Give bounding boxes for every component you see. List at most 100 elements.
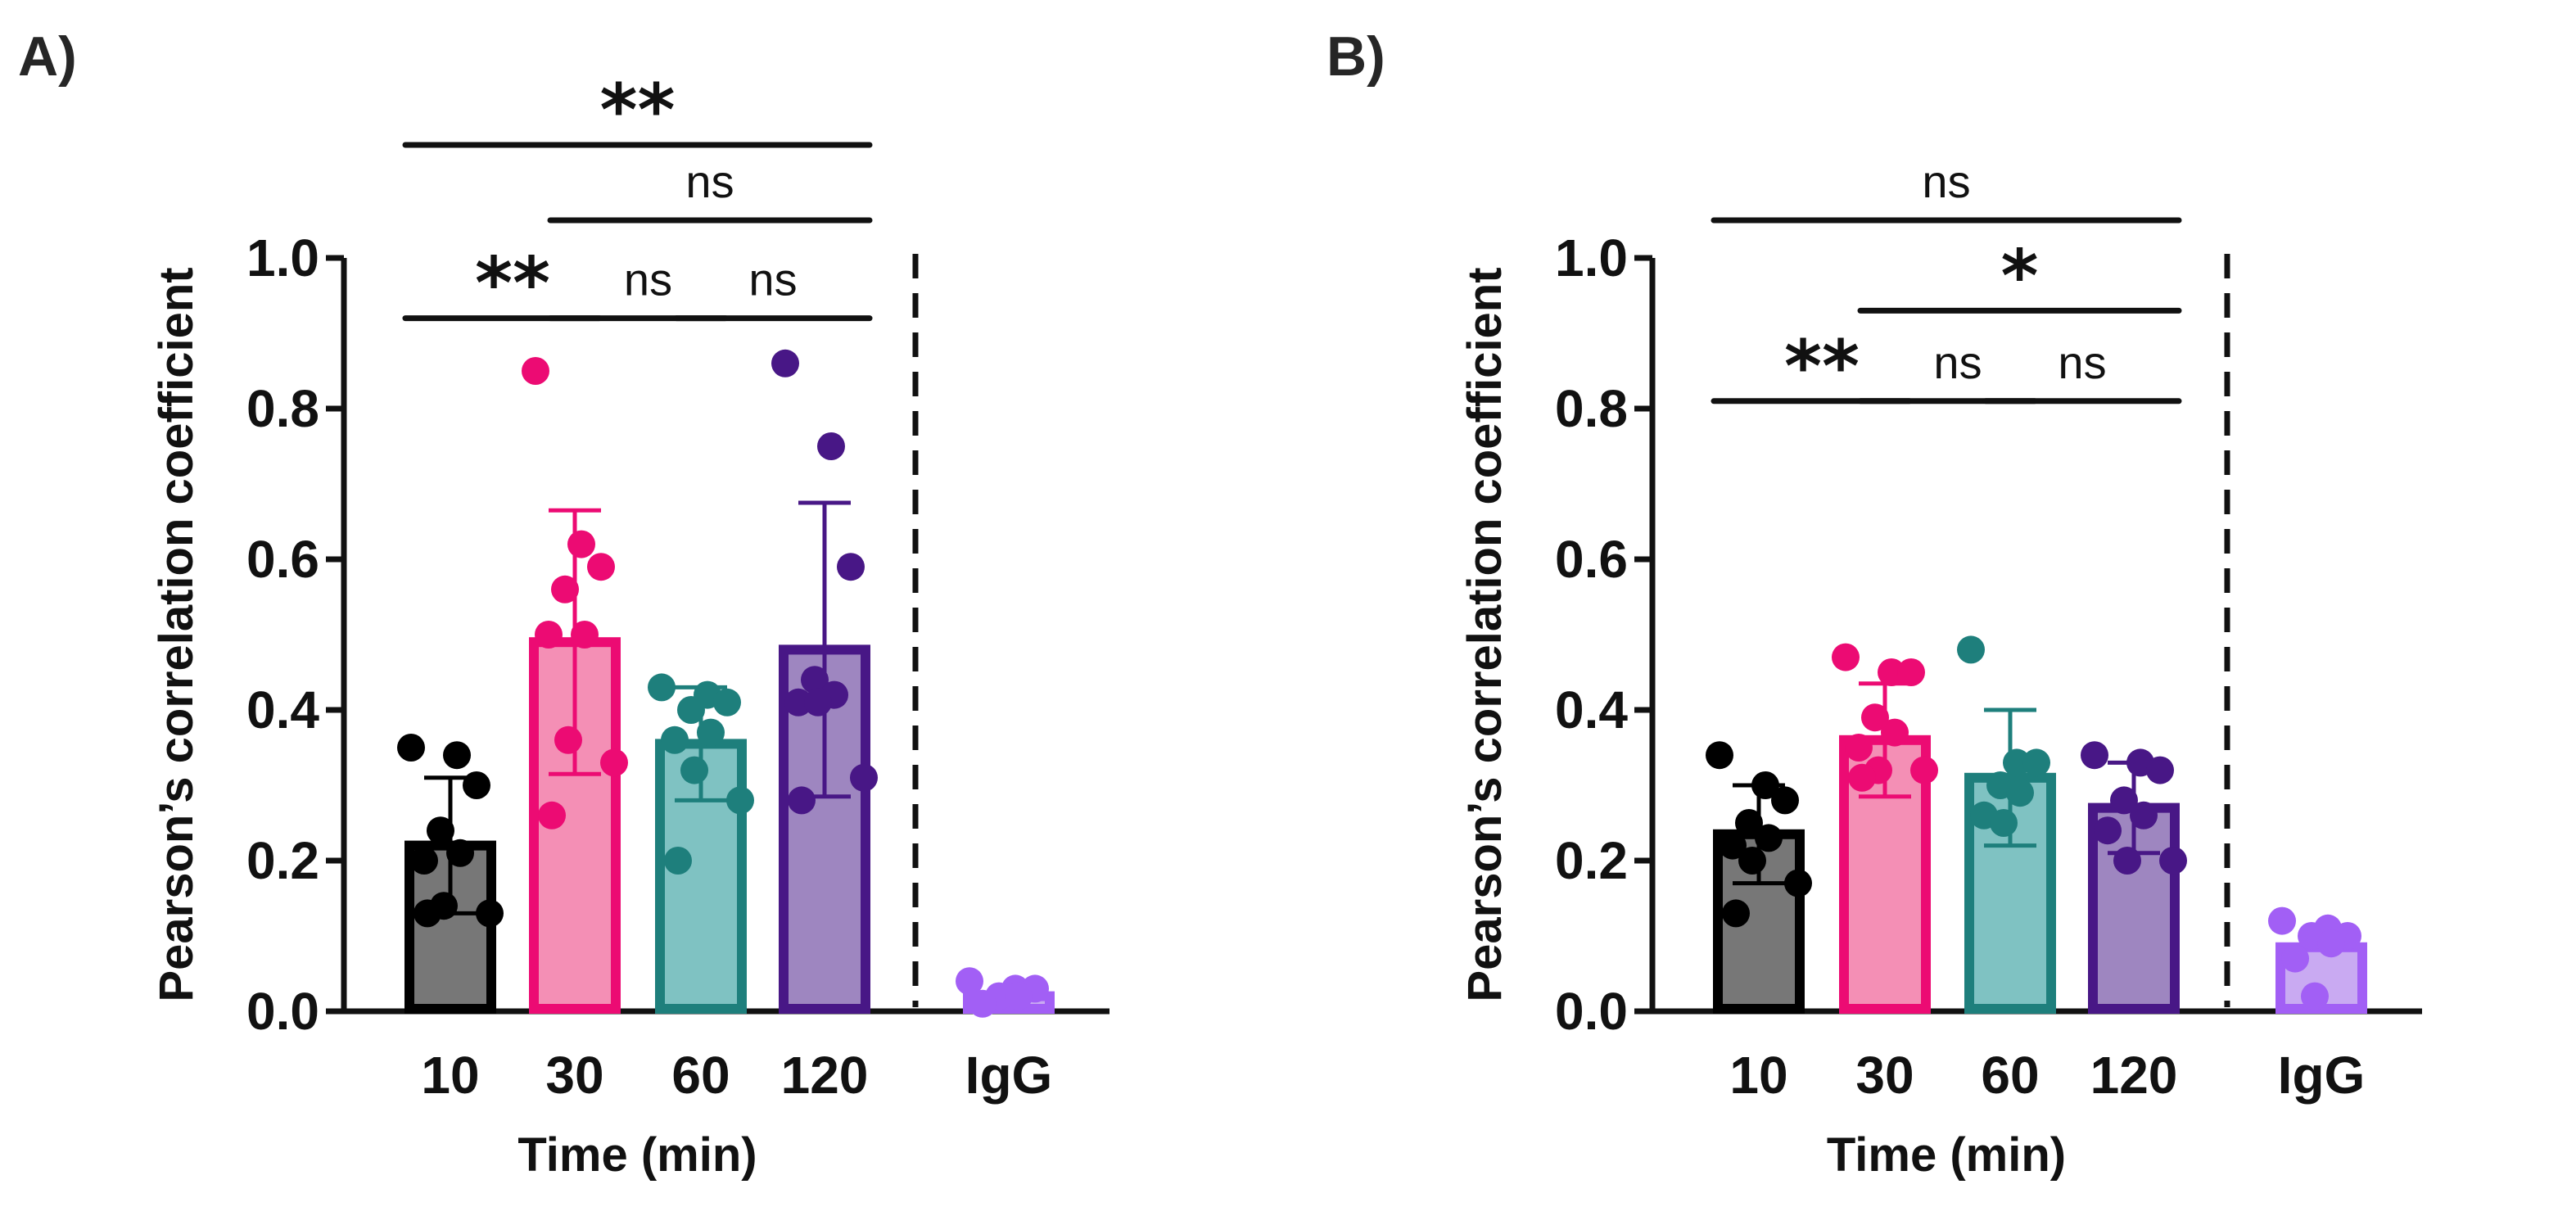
data-point-60 xyxy=(2003,748,2031,777)
data-point-120 xyxy=(2081,741,2108,770)
data-point-30 xyxy=(535,621,563,649)
data-point-30 xyxy=(1897,658,1925,686)
x-axis-title: Time (min) xyxy=(1827,1128,2066,1182)
data-point-10 xyxy=(443,741,471,770)
y-tick-label: 0.6 xyxy=(246,530,319,589)
y-tick-label: 0.4 xyxy=(1555,680,1628,739)
data-point-IgG xyxy=(2301,982,2329,1010)
data-point-10 xyxy=(397,734,425,762)
x-tick-label: 120 xyxy=(781,1046,869,1105)
x-tick-label: 30 xyxy=(1855,1046,1914,1105)
data-point-30 xyxy=(1878,658,1905,686)
y-tick-label: 0.8 xyxy=(1555,379,1628,438)
x-tick-label: 60 xyxy=(1981,1046,2039,1105)
data-point-30 xyxy=(1861,703,1889,732)
significance-label: ns xyxy=(624,254,672,305)
significance-label: ** xyxy=(475,242,550,326)
data-point-IgG xyxy=(1005,982,1033,1010)
data-point-10 xyxy=(1722,899,1750,928)
data-point-30 xyxy=(587,553,615,581)
y-tick-label: 0.0 xyxy=(246,982,319,1041)
significance-label: ** xyxy=(1784,324,1860,409)
data-point-30 xyxy=(551,575,579,603)
data-point-120 xyxy=(2113,847,2141,875)
data-point-10 xyxy=(427,816,454,845)
significance-label: ns xyxy=(685,156,734,207)
data-point-120 xyxy=(2146,756,2174,784)
y-tick-label: 0.4 xyxy=(246,680,319,739)
panel-b: B) 0.0 0.2 0.4 0.6 0.8 1.0 Pearson’s correlatio… xyxy=(1326,25,2422,1182)
data-point-10 xyxy=(1735,809,1763,837)
data-point-60 xyxy=(680,756,708,784)
data-point-120 xyxy=(784,688,812,716)
data-point-60 xyxy=(2022,748,2050,777)
data-point-60 xyxy=(1957,635,1985,664)
x-axis-title: Time (min) xyxy=(517,1128,757,1182)
data-point-60 xyxy=(677,696,705,724)
data-point-120 xyxy=(2110,786,2138,815)
data-point-30 xyxy=(567,530,595,558)
data-point-120 xyxy=(2130,801,2158,829)
data-point-10 xyxy=(463,771,490,799)
data-point-30 xyxy=(1848,763,1876,792)
data-point-IgG xyxy=(969,989,997,1018)
x-tick-label: 10 xyxy=(421,1046,479,1105)
significance-label: * xyxy=(2000,233,2038,318)
data-point-120 xyxy=(801,666,829,694)
y-tick-label: 1.0 xyxy=(246,228,319,287)
data-point-60 xyxy=(648,673,676,702)
data-point-120 xyxy=(804,688,832,716)
data-point-120 xyxy=(817,432,845,460)
x-tick-label: 120 xyxy=(2090,1046,2178,1105)
data-point-IgG xyxy=(2268,906,2296,935)
data-point-60 xyxy=(697,718,725,747)
data-point-60 xyxy=(713,688,741,716)
data-point-60 xyxy=(2006,779,2034,807)
data-point-IgG xyxy=(956,967,983,996)
data-point-30 xyxy=(1881,718,1909,747)
data-point-60 xyxy=(664,847,692,875)
data-point-IgG xyxy=(2317,929,2345,958)
data-point-30 xyxy=(1832,643,1860,671)
panel-a: A) 0.0 0.2 0.4 0.6 0.8 1.0 Pearson’s correlatio… xyxy=(18,25,1109,1182)
data-point-10 xyxy=(414,899,441,928)
data-point-10 xyxy=(476,899,504,928)
y-tick-label: 0.2 xyxy=(1555,831,1628,890)
data-point-10 xyxy=(410,847,438,875)
significance-label: ns xyxy=(1922,156,1970,207)
data-point-30 xyxy=(600,748,628,777)
data-point-120 xyxy=(837,553,865,581)
y-tick-label: 0.0 xyxy=(1555,982,1628,1041)
data-point-30 xyxy=(522,357,549,385)
x-tick-label: 30 xyxy=(545,1046,603,1105)
y-axis-title: Pearson’s correlation coefficient xyxy=(1458,267,1512,1001)
data-point-120 xyxy=(850,763,878,792)
significance-label: ns xyxy=(1933,337,1982,388)
y-tick-label: 0.8 xyxy=(246,379,319,438)
y-tick-label: 1.0 xyxy=(1555,228,1628,287)
x-tick-label: IgG xyxy=(2278,1046,2366,1105)
data-point-10 xyxy=(1751,771,1779,799)
x-tick-label: 10 xyxy=(1729,1046,1787,1105)
data-point-120 xyxy=(2159,847,2187,875)
panel-label: A) xyxy=(18,25,77,88)
data-point-30 xyxy=(1845,734,1873,762)
data-point-10 xyxy=(446,839,474,867)
data-point-120 xyxy=(771,349,799,377)
data-point-10 xyxy=(1784,869,1812,897)
data-point-10 xyxy=(1738,847,1766,875)
data-point-60 xyxy=(661,726,689,754)
data-point-10 xyxy=(1771,786,1799,815)
data-point-10 xyxy=(1706,741,1733,770)
x-tick-label: 60 xyxy=(671,1046,730,1105)
x-tick-label: IgG xyxy=(965,1046,1053,1105)
y-tick-label: 0.2 xyxy=(246,831,319,890)
y-axis-title: Pearson’s correlation coefficient xyxy=(150,267,203,1001)
data-point-120 xyxy=(788,786,816,815)
panel-label: B) xyxy=(1326,25,1385,88)
data-point-10 xyxy=(1719,831,1747,860)
y-tick-label: 0.6 xyxy=(1555,530,1628,589)
data-point-60 xyxy=(1990,809,2018,837)
data-point-60 xyxy=(726,786,754,815)
